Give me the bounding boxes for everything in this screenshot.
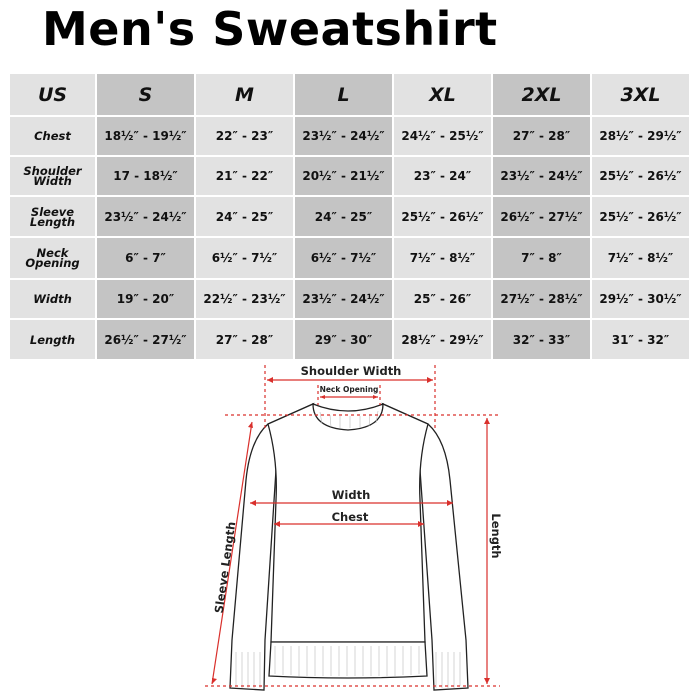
page-title: Men's Sweatshirt bbox=[42, 2, 498, 56]
header-size-m: M bbox=[196, 74, 293, 115]
measurement-cell: 24½″ - 25½″ bbox=[394, 117, 491, 155]
measurement-cell: 23½″ - 24½″ bbox=[493, 157, 590, 195]
measurement-cell: 6″ - 7″ bbox=[97, 238, 194, 278]
header-size-3xl: 3XL bbox=[592, 74, 689, 115]
measurement-cell: 23½″ - 24½″ bbox=[97, 197, 194, 236]
header-region-us: US bbox=[10, 74, 95, 115]
measurement-lines bbox=[205, 365, 500, 687]
measurement-cell: 25½″ - 26½″ bbox=[394, 197, 491, 236]
header-size-l: L bbox=[295, 74, 392, 115]
measurement-cell: 31″ - 32″ bbox=[592, 320, 689, 359]
measurement-cell: 24″ - 25″ bbox=[196, 197, 293, 236]
measurement-cell: 17 - 18½″ bbox=[97, 157, 194, 195]
measurement-cell: 7″ - 8″ bbox=[493, 238, 590, 278]
header-size-2xl: 2XL bbox=[493, 74, 590, 115]
width-label: Width bbox=[332, 488, 371, 502]
chest-label: Chest bbox=[332, 510, 369, 524]
shoulder-width-label: Shoulder Width bbox=[301, 364, 402, 378]
measurement-cell: 6½″ - 7½″ bbox=[295, 238, 392, 278]
rib-texture bbox=[235, 410, 461, 688]
measurement-cell: 6½″ - 7½″ bbox=[196, 238, 293, 278]
row-label: Chest bbox=[10, 117, 95, 155]
sweatshirt-outline bbox=[229, 402, 469, 691]
measurement-cell: 22½″ - 23½″ bbox=[196, 280, 293, 318]
measurement-cell: 23″ - 24″ bbox=[394, 157, 491, 195]
measurement-cell: 25″ - 26″ bbox=[394, 280, 491, 318]
length-label: Length bbox=[489, 513, 503, 558]
measurement-cell: 25½″ - 26½″ bbox=[592, 157, 689, 195]
header-size-s: S bbox=[97, 74, 194, 115]
row-label: Length bbox=[10, 320, 95, 359]
measurement-cell: 32″ - 33″ bbox=[493, 320, 590, 359]
measurement-cell: 29½″ - 30½″ bbox=[592, 280, 689, 318]
row-label: Sleeve Length bbox=[10, 197, 95, 236]
measurement-cell: 21″ - 22″ bbox=[196, 157, 293, 195]
measurement-cell: 29″ - 30″ bbox=[295, 320, 392, 359]
measurement-cell: 28½″ - 29½″ bbox=[394, 320, 491, 359]
measurement-cell: 23½″ - 24½″ bbox=[295, 280, 392, 318]
measurement-cell: 18½″ - 19½″ bbox=[97, 117, 194, 155]
measurement-cell: 7½″ - 8½″ bbox=[394, 238, 491, 278]
measurement-cell: 28½″ - 29½″ bbox=[592, 117, 689, 155]
row-label: Width bbox=[10, 280, 95, 318]
sleeve-length-label: Sleeve Length bbox=[212, 521, 239, 614]
measurement-cell: 7½″ - 8½″ bbox=[592, 238, 689, 278]
measurement-cell: 19″ - 20″ bbox=[97, 280, 194, 318]
measurement-cell: 26½″ - 27½″ bbox=[97, 320, 194, 359]
measurement-cell: 27″ - 28″ bbox=[493, 117, 590, 155]
measurement-cell: 23½″ - 24½″ bbox=[295, 117, 392, 155]
measurement-cell: 20½″ - 21½″ bbox=[295, 157, 392, 195]
size-chart-table: US S M L XL 2XL 3XL Chest 18½″ - 19½″ 22″ - 23″ 23… bbox=[10, 74, 689, 359]
neck-opening-label: Neck Opening bbox=[320, 385, 379, 394]
measurement-cell: 27″ - 28″ bbox=[196, 320, 293, 359]
row-label: Neck Opening bbox=[10, 238, 95, 278]
measurement-cell: 22″ - 23″ bbox=[196, 117, 293, 155]
measurement-cell: 25½″ - 26½″ bbox=[592, 197, 689, 236]
measurement-cell: 27½″ - 28½″ bbox=[493, 280, 590, 318]
row-label: Shoulder Width bbox=[10, 157, 95, 195]
measurement-cell: 24″ - 25″ bbox=[295, 197, 392, 236]
header-size-xl: XL bbox=[394, 74, 491, 115]
measurement-cell: 26½″ - 27½″ bbox=[493, 197, 590, 236]
